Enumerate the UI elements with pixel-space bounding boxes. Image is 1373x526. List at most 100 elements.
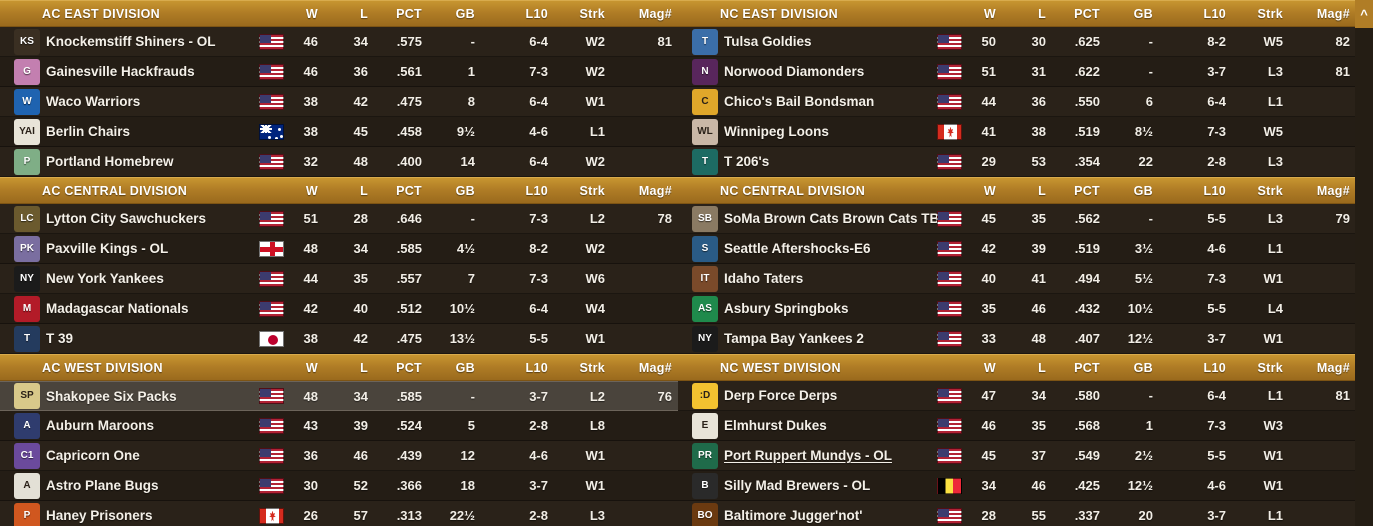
column-header-l[interactable]: L: [1038, 360, 1046, 375]
table-row[interactable]: WL Winnipeg Loons 41 38 .519 8½ 7-3 W5: [678, 117, 1355, 147]
column-header-strk[interactable]: Strk: [1257, 183, 1283, 198]
team-name[interactable]: Winnipeg Loons: [724, 124, 829, 139]
column-header-mag[interactable]: Mag#: [638, 183, 672, 198]
team-name[interactable]: New York Yankees: [46, 271, 164, 286]
team-name[interactable]: Astro Plane Bugs: [46, 478, 159, 493]
column-header-l[interactable]: L: [360, 360, 368, 375]
column-header-strk[interactable]: Strk: [1257, 360, 1283, 375]
column-header-mag[interactable]: Mag#: [1316, 360, 1350, 375]
team-name[interactable]: Elmhurst Dukes: [724, 418, 827, 433]
table-row[interactable]: AS Asbury Springboks 35 46 .432 10½ 5-5 L4: [678, 294, 1355, 324]
column-header-w[interactable]: W: [305, 6, 318, 21]
table-row[interactable]: P Haney Prisoners 26 57 .313 22½ 2-8 L3: [0, 501, 678, 526]
column-header-strk[interactable]: Strk: [579, 6, 605, 21]
team-name[interactable]: Waco Warriors: [46, 94, 141, 109]
table-row[interactable]: A Astro Plane Bugs 30 52 .366 18 3-7 W1: [0, 471, 678, 501]
team-name[interactable]: Silly Mad Brewers - OL: [724, 478, 871, 493]
right-panel-scrollbar[interactable]: ^: [1355, 0, 1373, 526]
table-row[interactable]: N Norwood Diamonders 51 31 .622 - 3-7 L3 81: [678, 57, 1355, 87]
table-row[interactable]: LC Lytton City Sawchuckers 51 28 .646 - 7-3 L2 7…: [0, 204, 678, 234]
team-name[interactable]: T 39: [46, 331, 74, 346]
table-row[interactable]: SP Shakopee Six Packs 48 34 .585 - 3-7 L2 76: [0, 381, 678, 411]
team-name[interactable]: Idaho Taters: [724, 271, 804, 286]
column-header-pct[interactable]: PCT: [396, 360, 422, 375]
column-header-pct[interactable]: PCT: [396, 183, 422, 198]
column-header-w[interactable]: W: [983, 6, 996, 21]
column-header-l10[interactable]: L10: [525, 6, 548, 21]
team-name[interactable]: Lytton City Sawchuckers: [46, 211, 207, 226]
team-name[interactable]: Norwood Diamonders: [724, 64, 865, 79]
table-row[interactable]: PR Port Ruppert Mundys - OL 45 37 .549 2½ 5-5 W…: [678, 441, 1355, 471]
column-header-gb[interactable]: GB: [455, 360, 475, 375]
team-name[interactable]: Tampa Bay Yankees 2: [724, 331, 864, 346]
team-name[interactable]: Port Ruppert Mundys - OL: [724, 448, 892, 463]
column-header-w[interactable]: W: [983, 183, 996, 198]
table-row[interactable]: C1 Capricorn One 36 46 .439 12 4-6 W1: [0, 441, 678, 471]
team-name[interactable]: Madagascar Nationals: [46, 301, 189, 316]
column-header-l10[interactable]: L10: [525, 360, 548, 375]
column-header-gb[interactable]: GB: [455, 183, 475, 198]
table-row[interactable]: A Auburn Maroons 43 39 .524 5 2-8 L8: [0, 411, 678, 441]
table-row[interactable]: P Portland Homebrew 32 48 .400 14 6-4 W2: [0, 147, 678, 177]
column-header-l[interactable]: L: [1038, 6, 1046, 21]
standings-panel-left[interactable]: AC EAST DIVISION W L PCT GB L10 Strk Mag# KS Knoc…: [0, 0, 678, 526]
column-header-pct[interactable]: PCT: [1074, 360, 1100, 375]
table-row[interactable]: KS Knockemstiff Shiners - OL 46 34 .575 - 6-4 W…: [0, 27, 678, 57]
table-row[interactable]: C Chico's Bail Bondsman 44 36 .550 6 6-4 L1: [678, 87, 1355, 117]
column-header-mag[interactable]: Mag#: [1316, 183, 1350, 198]
scroll-up-icon-right[interactable]: ^: [1355, 0, 1373, 28]
column-header-pct[interactable]: PCT: [1074, 6, 1100, 21]
column-header-pct[interactable]: PCT: [1074, 183, 1100, 198]
scrollbar-track-right[interactable]: [1355, 28, 1373, 526]
table-row[interactable]: SB SoMa Brown Cats Brown Cats TBD 45 35 .562…: [678, 204, 1355, 234]
team-name[interactable]: Portland Homebrew: [46, 154, 174, 169]
team-name[interactable]: Shakopee Six Packs: [46, 388, 177, 404]
team-name[interactable]: Capricorn One: [46, 448, 140, 463]
column-header-strk[interactable]: Strk: [1257, 6, 1283, 21]
table-row[interactable]: PK Paxville Kings - OL 48 34 .585 4½ 8-2 W2: [0, 234, 678, 264]
column-header-w[interactable]: W: [305, 360, 318, 375]
column-header-pct[interactable]: PCT: [396, 6, 422, 21]
team-name[interactable]: Berlin Chairs: [46, 124, 131, 139]
table-row[interactable]: NY New York Yankees 44 35 .557 7 7-3 W6: [0, 264, 678, 294]
column-header-strk[interactable]: Strk: [579, 360, 605, 375]
column-header-l[interactable]: L: [360, 6, 368, 21]
column-header-l[interactable]: L: [1038, 183, 1046, 198]
table-row[interactable]: E Elmhurst Dukes 46 35 .568 1 7-3 W3: [678, 411, 1355, 441]
team-name[interactable]: Auburn Maroons: [46, 418, 154, 433]
team-name[interactable]: Haney Prisoners: [46, 508, 153, 523]
team-name[interactable]: Paxville Kings - OL: [46, 241, 169, 256]
team-name[interactable]: Gainesville Hackfrauds: [46, 64, 195, 79]
table-row[interactable]: BO Baltimore Jugger'not' 28 55 .337 20 3-7 L1: [678, 501, 1355, 526]
table-row[interactable]: S Seattle Aftershocks-E6 42 39 .519 3½ 4-6 L1: [678, 234, 1355, 264]
column-header-gb[interactable]: GB: [1133, 183, 1153, 198]
standings-panel-right[interactable]: NC EAST DIVISION W L PCT GB L10 Strk Mag# T Tulsa…: [678, 0, 1355, 526]
column-header-l10[interactable]: L10: [1203, 360, 1226, 375]
column-header-strk[interactable]: Strk: [579, 183, 605, 198]
table-row[interactable]: IT Idaho Taters 40 41 .494 5½ 7-3 W1: [678, 264, 1355, 294]
team-name[interactable]: Chico's Bail Bondsman: [724, 94, 875, 109]
team-name[interactable]: Knockemstiff Shiners - OL: [46, 34, 216, 49]
column-header-mag[interactable]: Mag#: [1316, 6, 1350, 21]
column-header-gb[interactable]: GB: [1133, 360, 1153, 375]
table-row[interactable]: T T 39 38 42 .475 13½ 5-5 W1: [0, 324, 678, 354]
column-header-gb[interactable]: GB: [1133, 6, 1153, 21]
table-row[interactable]: T Tulsa Goldies 50 30 .625 - 8-2 W5 82: [678, 27, 1355, 57]
table-row[interactable]: G Gainesville Hackfrauds 46 36 .561 1 7-3 W2: [0, 57, 678, 87]
table-row[interactable]: W Waco Warriors 38 42 .475 8 6-4 W1: [0, 87, 678, 117]
table-row[interactable]: B Silly Mad Brewers - OL 34 46 .425 12½ 4-6 W1: [678, 471, 1355, 501]
column-header-l10[interactable]: L10: [1203, 183, 1226, 198]
table-row[interactable]: NY Tampa Bay Yankees 2 33 48 .407 12½ 3-7 W1: [678, 324, 1355, 354]
team-name[interactable]: Seattle Aftershocks-E6: [724, 241, 871, 256]
table-row[interactable]: :D Derp Force Derps 47 34 .580 - 6-4 L1 81: [678, 381, 1355, 411]
column-header-gb[interactable]: GB: [455, 6, 475, 21]
column-header-mag[interactable]: Mag#: [638, 6, 672, 21]
team-name[interactable]: Baltimore Jugger'not': [724, 508, 863, 523]
table-row[interactable]: M Madagascar Nationals 42 40 .512 10½ 6-4 W4: [0, 294, 678, 324]
column-header-w[interactable]: W: [305, 183, 318, 198]
table-row[interactable]: T T 206's 29 53 .354 22 2-8 L3: [678, 147, 1355, 177]
column-header-l10[interactable]: L10: [525, 183, 548, 198]
team-name[interactable]: Tulsa Goldies: [724, 34, 812, 49]
team-name[interactable]: T 206's: [724, 154, 770, 169]
column-header-mag[interactable]: Mag#: [638, 360, 672, 375]
